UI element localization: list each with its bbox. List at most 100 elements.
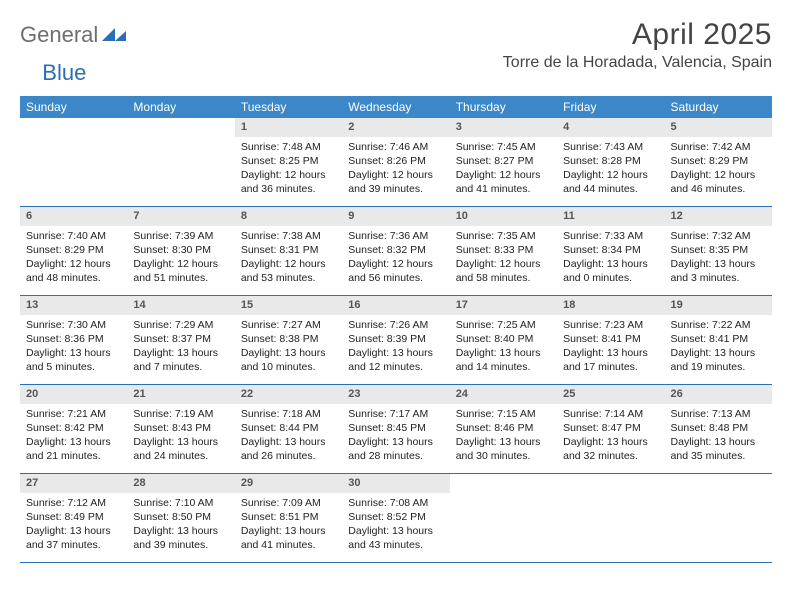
sunset-text: Sunset: 8:38 PM bbox=[241, 332, 336, 346]
daylight-text: Daylight: 13 hours and 43 minutes. bbox=[348, 524, 443, 552]
day-body: Sunrise: 7:30 AMSunset: 8:36 PMDaylight:… bbox=[20, 315, 127, 381]
day-cell: . bbox=[450, 474, 557, 562]
daylight-text: Daylight: 12 hours and 44 minutes. bbox=[563, 168, 658, 196]
day-cell: 22Sunrise: 7:18 AMSunset: 8:44 PMDayligh… bbox=[235, 385, 342, 473]
day-cell: 9Sunrise: 7:36 AMSunset: 8:32 PMDaylight… bbox=[342, 207, 449, 295]
day-cell: 25 Sunrise: 7:14 AMSunset: 8:47 PMDayligh… bbox=[557, 385, 664, 473]
week-row: ..1Sunrise: 7:48 AMSunset: 8:25 PMDaylig… bbox=[20, 118, 772, 207]
day-body: Sunrise: 7:17 AMSunset: 8:45 PMDaylight:… bbox=[342, 404, 449, 470]
day-cell: 21Sunrise: 7:19 AMSunset: 8:43 PMDayligh… bbox=[127, 385, 234, 473]
weekday-header-saturday: Saturday bbox=[665, 96, 772, 118]
sunset-text: Sunset: 8:47 PM bbox=[563, 421, 658, 435]
daylight-text: Daylight: 13 hours and 32 minutes. bbox=[563, 435, 658, 463]
day-body: Sunrise: 7:35 AMSunset: 8:33 PMDaylight:… bbox=[450, 226, 557, 292]
daylight-text: Daylight: 13 hours and 7 minutes. bbox=[133, 346, 228, 374]
title-block: April 2025 Torre de la Horadada, Valenci… bbox=[503, 18, 772, 72]
daylight-text: Daylight: 12 hours and 46 minutes. bbox=[671, 168, 766, 196]
daylight-text: Daylight: 13 hours and 37 minutes. bbox=[26, 524, 121, 552]
sunrise-text: Sunrise: 7:22 AM bbox=[671, 318, 766, 332]
sunset-text: Sunset: 8:31 PM bbox=[241, 243, 336, 257]
daylight-text: Daylight: 13 hours and 21 minutes. bbox=[26, 435, 121, 463]
day-number: 26 bbox=[665, 385, 772, 404]
daylight-text: Daylight: 13 hours and 14 minutes. bbox=[456, 346, 551, 374]
sunrise-text: Sunrise: 7:33 AM bbox=[563, 229, 658, 243]
day-cell: 17Sunrise: 7:25 AMSunset: 8:40 PMDayligh… bbox=[450, 296, 557, 384]
day-cell: 14Sunrise: 7:29 AMSunset: 8:37 PMDayligh… bbox=[127, 296, 234, 384]
daylight-text: Daylight: 13 hours and 5 minutes. bbox=[26, 346, 121, 374]
day-cell: 16Sunrise: 7:26 AMSunset: 8:39 PMDayligh… bbox=[342, 296, 449, 384]
week-row: 13Sunrise: 7:30 AMSunset: 8:36 PMDayligh… bbox=[20, 296, 772, 385]
day-cell: 6Sunrise: 7:40 AMSunset: 8:29 PMDaylight… bbox=[20, 207, 127, 295]
sunrise-text: Sunrise: 7:36 AM bbox=[348, 229, 443, 243]
sunset-text: Sunset: 8:44 PM bbox=[241, 421, 336, 435]
weekday-header-thursday: Thursday bbox=[450, 96, 557, 118]
day-cell: 13Sunrise: 7:30 AMSunset: 8:36 PMDayligh… bbox=[20, 296, 127, 384]
sunset-text: Sunset: 8:45 PM bbox=[348, 421, 443, 435]
daylight-text: Daylight: 12 hours and 53 minutes. bbox=[241, 257, 336, 285]
daylight-text: Daylight: 13 hours and 41 minutes. bbox=[241, 524, 336, 552]
daylight-text: Daylight: 12 hours and 48 minutes. bbox=[26, 257, 121, 285]
day-number: 7 bbox=[127, 207, 234, 226]
logo-triangle-icon bbox=[102, 25, 128, 46]
day-number: 28 bbox=[127, 474, 234, 493]
day-number: 5 bbox=[665, 118, 772, 137]
sunset-text: Sunset: 8:30 PM bbox=[133, 243, 228, 257]
sunrise-text: Sunrise: 7:09 AM bbox=[241, 496, 336, 510]
day-body: Sunrise: 7:12 AMSunset: 8:49 PMDaylight:… bbox=[20, 493, 127, 559]
day-body: Sunrise: 7:10 AMSunset: 8:50 PMDaylight:… bbox=[127, 493, 234, 559]
day-number: 1 bbox=[235, 118, 342, 137]
day-cell: 30Sunrise: 7:08 AMSunset: 8:52 PMDayligh… bbox=[342, 474, 449, 562]
sunrise-text: Sunrise: 7:43 AM bbox=[563, 140, 658, 154]
day-cell: 11Sunrise: 7:33 AMSunset: 8:34 PMDayligh… bbox=[557, 207, 664, 295]
day-number: 21 bbox=[127, 385, 234, 404]
day-cell: 12Sunrise: 7:32 AMSunset: 8:35 PMDayligh… bbox=[665, 207, 772, 295]
day-body: Sunrise: 7:25 AMSunset: 8:40 PMDaylight:… bbox=[450, 315, 557, 381]
day-cell: 4Sunrise: 7:43 AMSunset: 8:28 PMDaylight… bbox=[557, 118, 664, 206]
day-number: 29 bbox=[235, 474, 342, 493]
location-subtitle: Torre de la Horadada, Valencia, Spain bbox=[503, 54, 772, 72]
sunset-text: Sunset: 8:40 PM bbox=[456, 332, 551, 346]
sunrise-text: Sunrise: 7:39 AM bbox=[133, 229, 228, 243]
sunrise-text: Sunrise: 7:19 AM bbox=[133, 407, 228, 421]
week-row: 6Sunrise: 7:40 AMSunset: 8:29 PMDaylight… bbox=[20, 207, 772, 296]
sunset-text: Sunset: 8:25 PM bbox=[241, 154, 336, 168]
sunset-text: Sunset: 8:49 PM bbox=[26, 510, 121, 524]
day-number: 27 bbox=[20, 474, 127, 493]
day-body: Sunrise: 7:29 AMSunset: 8:37 PMDaylight:… bbox=[127, 315, 234, 381]
sunrise-text: Sunrise: 7:21 AM bbox=[26, 407, 121, 421]
day-cell: 3Sunrise: 7:45 AMSunset: 8:27 PMDaylight… bbox=[450, 118, 557, 206]
day-body: Sunrise: 7:38 AMSunset: 8:31 PMDaylight:… bbox=[235, 226, 342, 292]
day-number: 14 bbox=[127, 296, 234, 315]
day-number: 19 bbox=[665, 296, 772, 315]
day-body: Sunrise: 7:18 AMSunset: 8:44 PMDaylight:… bbox=[235, 404, 342, 470]
daylight-text: Daylight: 13 hours and 10 minutes. bbox=[241, 346, 336, 374]
weekday-header-sunday: Sunday bbox=[20, 96, 127, 118]
daylight-text: Daylight: 13 hours and 3 minutes. bbox=[671, 257, 766, 285]
day-number: 25 bbox=[557, 385, 664, 404]
sunrise-text: Sunrise: 7:27 AM bbox=[241, 318, 336, 332]
day-cell: 18Sunrise: 7:23 AMSunset: 8:41 PMDayligh… bbox=[557, 296, 664, 384]
day-body: Sunrise: 7:19 AMSunset: 8:43 PMDaylight:… bbox=[127, 404, 234, 470]
day-cell: 2Sunrise: 7:46 AMSunset: 8:26 PMDaylight… bbox=[342, 118, 449, 206]
day-body bbox=[557, 493, 664, 502]
daylight-text: Daylight: 13 hours and 30 minutes. bbox=[456, 435, 551, 463]
sunset-text: Sunset: 8:52 PM bbox=[348, 510, 443, 524]
sunrise-text: Sunrise: 7:35 AM bbox=[456, 229, 551, 243]
day-body: Sunrise: 7:32 AMSunset: 8:35 PMDaylight:… bbox=[665, 226, 772, 292]
weekday-header-row: SundayMondayTuesdayWednesdayThursdayFrid… bbox=[20, 96, 772, 118]
day-cell: 7Sunrise: 7:39 AMSunset: 8:30 PMDaylight… bbox=[127, 207, 234, 295]
day-body: Sunrise: 7:21 AMSunset: 8:42 PMDaylight:… bbox=[20, 404, 127, 470]
sunrise-text: Sunrise: 7:18 AM bbox=[241, 407, 336, 421]
sunrise-text: Sunrise: 7:15 AM bbox=[456, 407, 551, 421]
day-body: Sunrise: 7:13 AMSunset: 8:48 PMDaylight:… bbox=[665, 404, 772, 470]
day-number: 16 bbox=[342, 296, 449, 315]
sunrise-text: Sunrise: 7:10 AM bbox=[133, 496, 228, 510]
sunset-text: Sunset: 8:46 PM bbox=[456, 421, 551, 435]
weekday-header-friday: Friday bbox=[557, 96, 664, 118]
day-number: 4 bbox=[557, 118, 664, 137]
day-cell: 29Sunrise: 7:09 AMSunset: 8:51 PMDayligh… bbox=[235, 474, 342, 562]
sunrise-text: Sunrise: 7:48 AM bbox=[241, 140, 336, 154]
sunrise-text: Sunrise: 7:14 AM bbox=[563, 407, 658, 421]
weekday-header-tuesday: Tuesday bbox=[235, 96, 342, 118]
sunset-text: Sunset: 8:42 PM bbox=[26, 421, 121, 435]
